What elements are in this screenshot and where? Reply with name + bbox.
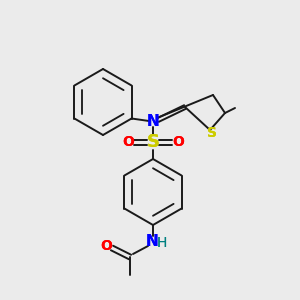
Text: N: N xyxy=(147,115,159,130)
Text: H: H xyxy=(157,236,167,250)
Text: N: N xyxy=(147,115,159,130)
Text: O: O xyxy=(122,135,134,149)
Text: H: H xyxy=(157,236,167,250)
Text: S: S xyxy=(146,133,160,151)
Text: O: O xyxy=(100,239,112,253)
Text: S: S xyxy=(207,126,217,140)
Text: O: O xyxy=(122,135,134,149)
Text: S: S xyxy=(207,126,217,140)
Text: O: O xyxy=(172,135,184,149)
Text: N: N xyxy=(146,235,158,250)
Text: N: N xyxy=(146,235,158,250)
Text: O: O xyxy=(100,239,112,253)
Text: S: S xyxy=(146,133,160,151)
Text: O: O xyxy=(172,135,184,149)
